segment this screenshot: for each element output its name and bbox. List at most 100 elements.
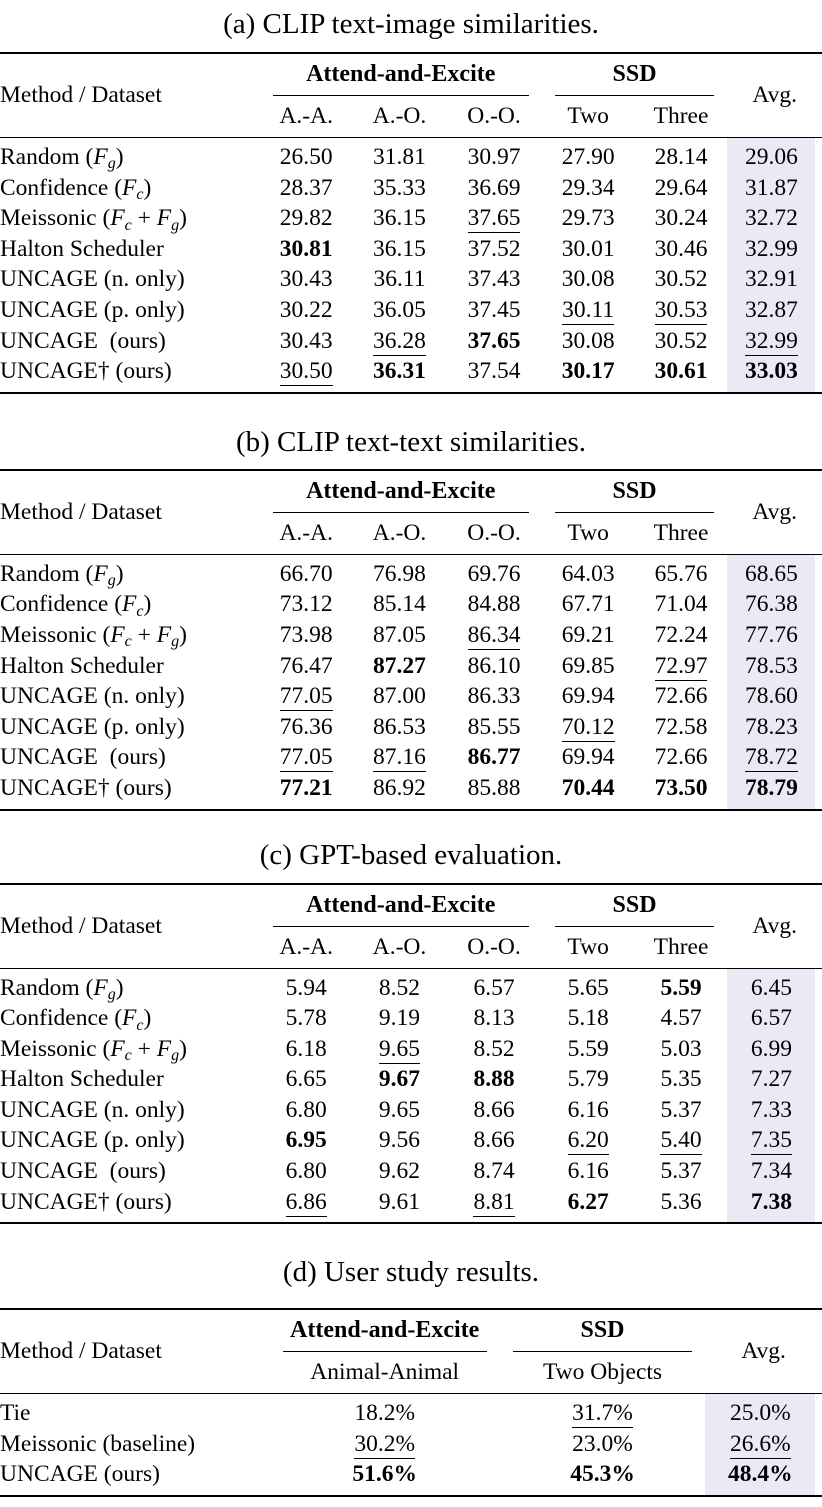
cell-value: 5.03 bbox=[660, 1035, 702, 1062]
method-subscript: g bbox=[171, 216, 180, 234]
cell-value: 5.59 bbox=[660, 974, 702, 1001]
cell-value: 78.53 bbox=[744, 652, 798, 679]
table-header: Method / Dataset Attend-and-Excite SSD Avg.… bbox=[0, 53, 822, 138]
value-cell: 36.28 bbox=[353, 326, 447, 357]
cell-value: 7.35 bbox=[750, 1127, 792, 1156]
sub-header: A.-O. bbox=[352, 926, 447, 969]
value-cell: 67.71 bbox=[542, 589, 635, 620]
cell-value: 30.24 bbox=[654, 205, 708, 232]
cell-value: 65.76 bbox=[654, 560, 708, 587]
method-dataset-header: Method / Dataset bbox=[0, 469, 260, 555]
avg-value-cell: 29.06 bbox=[727, 137, 816, 173]
cell-value: 86.53 bbox=[373, 713, 426, 740]
sub-header: O.-O. bbox=[446, 96, 542, 138]
spacer-cell bbox=[815, 589, 822, 620]
method-text: Confidence ( bbox=[0, 591, 123, 618]
value-cell: 5.35 bbox=[635, 1064, 728, 1095]
avg-value-cell: 32.91 bbox=[727, 264, 816, 295]
value-cell: 30.17 bbox=[542, 356, 635, 393]
cell-value: 30.46 bbox=[654, 235, 708, 262]
avg-value-cell: 25.0% bbox=[705, 1393, 816, 1429]
table-caption-a: (a) CLIP text-image similarities. bbox=[223, 8, 599, 40]
avg-value-cell: 48.4% bbox=[705, 1459, 816, 1497]
value-cell: 9.62 bbox=[353, 1156, 447, 1187]
method-text: ) bbox=[143, 174, 152, 201]
cell-value: 29.06 bbox=[744, 144, 798, 170]
spacer-cell bbox=[815, 1394, 822, 1429]
value-cell: 30.24 bbox=[635, 203, 728, 234]
method-cell: Confidence (Fc) bbox=[0, 1003, 260, 1034]
cell-value: 36.11 bbox=[373, 266, 426, 293]
method-cell: UNCAGE (p. only) bbox=[0, 712, 260, 743]
cell-value: 37.65 bbox=[467, 205, 521, 234]
value-cell: 31.7% bbox=[500, 1394, 705, 1429]
section-gpt-evaluation: (c) GPT-based evaluation. Method / Datas… bbox=[0, 837, 822, 1225]
value-cell: 85.88 bbox=[446, 773, 541, 810]
cell-value: 29.34 bbox=[561, 174, 615, 201]
value-cell: 69.85 bbox=[542, 651, 635, 682]
value-cell: 5.18 bbox=[542, 1003, 635, 1034]
method-subscript: g bbox=[107, 572, 116, 590]
spacer-cell bbox=[815, 138, 822, 173]
value-cell: 64.03 bbox=[542, 554, 635, 589]
cell-value: 9.62 bbox=[378, 1158, 421, 1185]
value-cell: 30.52 bbox=[635, 264, 728, 295]
avg-value-cell: 78.72 bbox=[727, 742, 816, 773]
avg-value-cell: 7.34 bbox=[727, 1156, 816, 1187]
value-cell: 69.21 bbox=[542, 620, 635, 651]
cell-value: 31.81 bbox=[373, 144, 426, 170]
method-subscript: c bbox=[136, 1016, 144, 1034]
value-cell: 36.69 bbox=[446, 173, 541, 204]
value-cell: 30.01 bbox=[542, 234, 635, 265]
group-header: SSD bbox=[542, 884, 728, 927]
value-cell: 6.18 bbox=[260, 1034, 353, 1065]
method-text: UNCAGE† (ours) bbox=[0, 774, 172, 801]
results-table: Method / Dataset Attend-and-Excite SSD Avg.… bbox=[0, 52, 822, 394]
value-cell: 77.21 bbox=[260, 773, 353, 810]
method-text: F bbox=[122, 591, 137, 618]
table-header: Method / Dataset Attend-and-Excite SSD Avg.… bbox=[0, 469, 822, 555]
value-cell: 87.27 bbox=[353, 651, 447, 682]
cell-value: 28.37 bbox=[279, 174, 333, 201]
spacer-cell bbox=[815, 1459, 822, 1496]
table-body: Random (Fg) 26.50 31.81 30.97 27.90 28.14 29.0… bbox=[0, 137, 822, 393]
value-cell: 84.88 bbox=[446, 589, 541, 620]
cell-value: 7.27 bbox=[750, 1066, 792, 1093]
value-cell: 5.94 bbox=[260, 968, 353, 1003]
spacer-cell bbox=[815, 773, 822, 810]
value-cell: 37.65 bbox=[446, 326, 541, 357]
value-cell: 30.52 bbox=[635, 326, 728, 357]
spacer-cell bbox=[815, 234, 822, 265]
value-cell: 77.05 bbox=[260, 742, 353, 773]
value-cell: 8.13 bbox=[446, 1003, 541, 1034]
value-cell: 66.70 bbox=[260, 554, 353, 589]
cell-value: 70.12 bbox=[561, 713, 615, 742]
value-cell: 69.94 bbox=[542, 681, 635, 712]
value-cell: 45.3% bbox=[500, 1459, 705, 1496]
cell-value: 30.43 bbox=[279, 266, 333, 293]
value-cell: 6.27 bbox=[542, 1187, 635, 1224]
cell-value: 32.72 bbox=[744, 205, 798, 232]
value-cell: 35.33 bbox=[353, 173, 447, 204]
group-header-label: Attend-and-Excite bbox=[282, 1313, 487, 1353]
group-header: SSD bbox=[542, 53, 728, 96]
table-caption-c: (c) GPT-based evaluation. bbox=[259, 838, 563, 871]
cell-value: 77.05 bbox=[279, 744, 333, 773]
spacer-cell bbox=[815, 1429, 822, 1460]
table-row: UNCAGE† (ours) 30.50 36.31 37.54 30.17 30.61 3… bbox=[0, 356, 822, 393]
cell-value: 18.2% bbox=[354, 1400, 416, 1427]
method-cell: Tie bbox=[0, 1394, 270, 1429]
method-text: UNCAGE (ours) bbox=[0, 1158, 166, 1185]
sub-header-row: A.-A. A.-O. O.-O. Two Three bbox=[0, 926, 822, 969]
table-row: UNCAGE (n. only) 77.05 87.00 86.33 69.94 72.6… bbox=[0, 681, 822, 712]
value-cell: 37.54 bbox=[446, 356, 541, 393]
sub-header: O.-O. bbox=[446, 926, 542, 969]
value-cell: 6.80 bbox=[260, 1156, 353, 1187]
cell-value: 5.65 bbox=[567, 974, 609, 1001]
value-cell: 77.05 bbox=[260, 681, 353, 712]
cell-value: 27.90 bbox=[561, 144, 615, 170]
cell-value: 5.37 bbox=[660, 1158, 702, 1185]
cell-value: 6.99 bbox=[750, 1035, 792, 1062]
table-caption-b: (b) CLIP text-text similarities. bbox=[235, 425, 587, 458]
value-cell: 86.34 bbox=[446, 620, 541, 651]
